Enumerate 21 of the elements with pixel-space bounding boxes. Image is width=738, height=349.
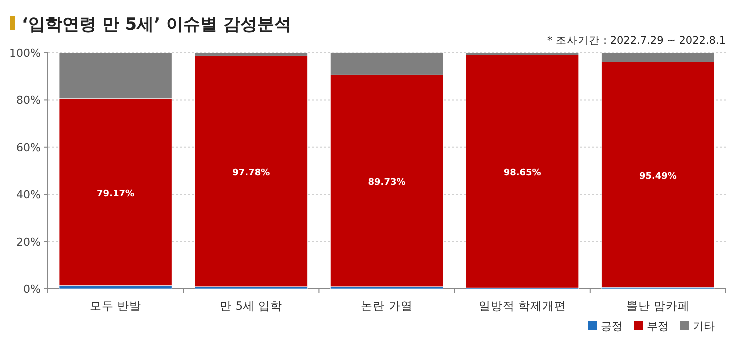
y-tick-label: 60% bbox=[16, 141, 41, 154]
x-tick-label: 논란 가열 bbox=[361, 299, 413, 313]
data-label: 79.17% bbox=[97, 189, 135, 200]
x-tick-label: 뿔난 맘카페 bbox=[626, 299, 690, 313]
legend-label: 긍정 bbox=[601, 320, 623, 333]
data-label: 89.73% bbox=[368, 178, 406, 188]
y-tick-label: 40% bbox=[16, 188, 41, 202]
x-tick-label: 일방적 학제개편 bbox=[478, 299, 566, 313]
x-tick-label: 만 5세 입학 bbox=[220, 299, 283, 313]
data-label: 98.65% bbox=[504, 168, 542, 179]
x-tick-label: 모두 반발 bbox=[90, 299, 142, 313]
text: * 조사기간 : 2022.7.29 ~ 2022.8.1 bbox=[548, 35, 726, 47]
legend-label: 기타 bbox=[693, 320, 715, 333]
y-tick-label: 80% bbox=[16, 94, 41, 108]
y-tick-label: 0% bbox=[24, 283, 41, 296]
y-tick-label: 20% bbox=[16, 236, 41, 249]
text: 부정 bbox=[647, 320, 669, 333]
chart-title: ‘입학연령 만 5세’ 이슈별 감성분석 bbox=[22, 15, 292, 35]
data-label: 97.78% bbox=[232, 168, 270, 178]
data-label: 95.49% bbox=[639, 172, 677, 182]
y-tick-label: 100% bbox=[10, 47, 41, 60]
